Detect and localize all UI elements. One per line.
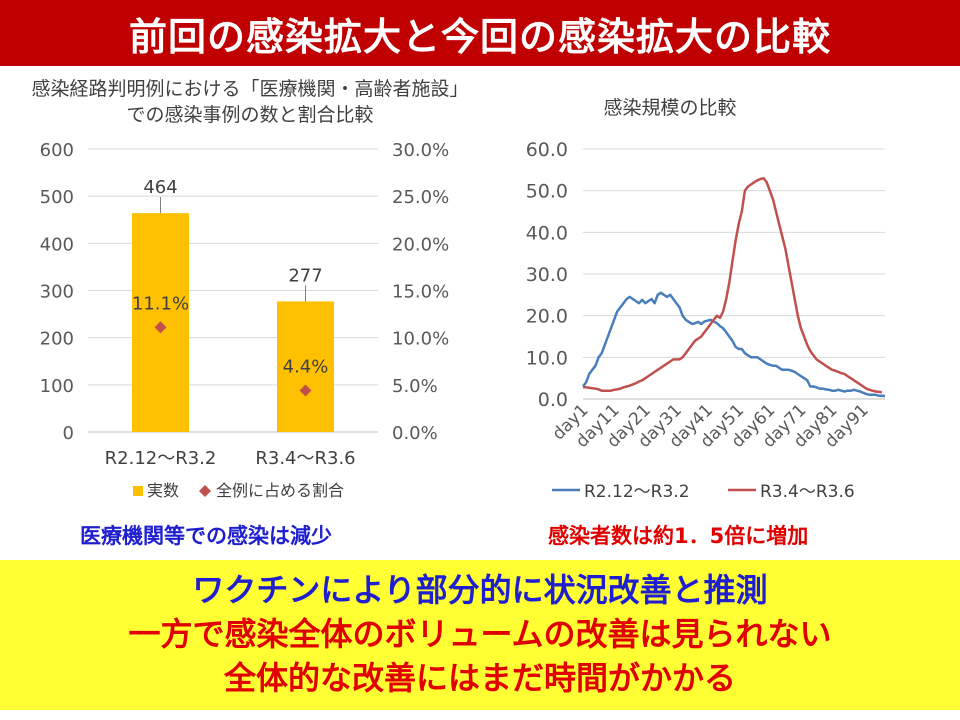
x-tick-label: R3.4～R3.6 (255, 448, 355, 469)
y-tick-label: 50.0 (526, 181, 568, 203)
legend-swatch-bar (133, 486, 143, 496)
y-tick-label: 100 (40, 376, 74, 397)
bar-data-label: 464 (143, 177, 177, 198)
legend-label-marker: 全例に占める割合 (216, 481, 344, 500)
y-tick-label: 400 (40, 234, 74, 255)
y-tick-label: 600 (40, 140, 74, 161)
legend-label-line: R2.12～R3.2 (584, 482, 690, 502)
y2-tick-label: 20.0% (392, 234, 449, 255)
y2-tick-label: 25.0% (392, 187, 449, 208)
conclusion-box: ワクチンにより部分的に状況改善と推測 一方で感染全体のボリュームの改善は見られな… (0, 560, 960, 710)
y-tick-label: 200 (40, 329, 74, 350)
ratio-marker (299, 384, 312, 397)
series-line (583, 176, 883, 394)
conclusion-line-3: 全体的な改善にはまだ時間がかかる (223, 659, 736, 697)
ratio-data-label: 11.1% (132, 293, 189, 314)
left-chart-title: 感染経路判明例における「医療機関・高齢者施設」 での感染事例の数と割合比較 (0, 76, 500, 128)
y2-tick-label: 10.0% (392, 329, 449, 350)
series-line (581, 291, 886, 398)
left-caption: 医療機関等での感染は減少 (80, 524, 332, 548)
y-tick-label: 60.0 (526, 139, 568, 161)
y-tick-label: 0 (63, 423, 74, 444)
legend-label-line: R3.4～R3.6 (760, 482, 855, 502)
bar (277, 301, 334, 432)
left-chart-title-line-2: での感染事例の数と割合比較 (126, 104, 374, 126)
y2-tick-label: 5.0% (392, 376, 438, 397)
conclusion-line-2: 一方で感染全体のボリュームの改善は見られない (128, 615, 832, 653)
y2-tick-label: 0.0% (392, 423, 438, 444)
conclusion-line-1: ワクチンにより部分的に状況改善と推測 (192, 571, 768, 609)
ratio-marker (154, 321, 167, 334)
x-tick-label: R2.12～R3.2 (105, 448, 217, 469)
legend-label-bar: 実数 (147, 481, 179, 500)
y2-tick-label: 15.0% (392, 282, 449, 303)
y-tick-label: 500 (40, 187, 74, 208)
y-tick-label: 30.0 (526, 264, 568, 286)
page-title: 前回の感染拡大と今回の感染拡大の比較 (0, 0, 960, 66)
right-caption: 感染者数は約1．5倍に増加 (548, 524, 809, 548)
y-tick-label: 10.0 (526, 347, 568, 369)
bar-data-label: 277 (288, 265, 322, 286)
y2-tick-label: 30.0% (392, 140, 449, 161)
right-chart-title: 感染規模の比較 (603, 97, 737, 119)
legend-swatch-marker (199, 485, 211, 497)
y-tick-label: 20.0 (526, 306, 568, 328)
y-tick-label: 40.0 (526, 222, 568, 244)
y-tick-label: 300 (40, 282, 74, 303)
left-chart-title-line-1: 感染経路判明例における「医療機関・高齢者施設」 (31, 78, 469, 100)
ratio-data-label: 4.4% (283, 356, 329, 377)
y-tick-label: 0.0 (538, 389, 568, 411)
